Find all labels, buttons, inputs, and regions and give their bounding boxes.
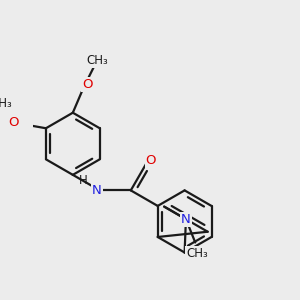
Text: N: N [92,184,101,197]
Text: O: O [8,116,19,128]
Text: O: O [82,78,93,92]
Text: CH₃: CH₃ [86,54,108,67]
Text: CH₃: CH₃ [0,97,12,110]
Text: CH₃: CH₃ [186,247,208,260]
Text: H: H [79,174,88,187]
Text: O: O [146,154,156,167]
Text: N: N [181,213,191,226]
